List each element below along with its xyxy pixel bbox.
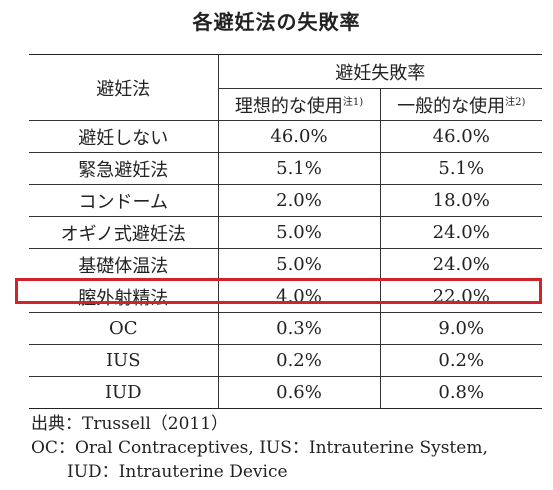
method-cell: オギノ式避妊法 <box>29 216 219 249</box>
table-row: 避妊しない 46.0% 46.0% <box>29 120 542 153</box>
ideal-use-note: 注1) <box>342 96 364 108</box>
abbreviation-note: OC：Oral Contraceptives, IUS：Intrauterine… <box>31 438 488 458</box>
typical-rate-cell: 22.0% <box>379 280 542 313</box>
ideal-rate-cell: 0.6% <box>217 376 381 409</box>
method-cell: OC <box>29 312 219 345</box>
table-row: コンドーム 2.0% 18.0% <box>29 184 542 217</box>
typical-rate-cell: 5.1% <box>379 152 542 185</box>
ideal-rate-cell: 5.0% <box>217 216 381 249</box>
typical-rate-cell: 18.0% <box>379 184 542 217</box>
failure-rate-header: 避妊失敗率 <box>217 54 542 89</box>
table-footnotes: 出典：Trussell（2011） OC：Oral Contraceptives… <box>31 412 488 484</box>
table-title: 各避妊法の失敗率 <box>192 10 361 34</box>
table-row: OC 0.3% 9.0% <box>29 312 542 345</box>
typical-use-label: 一般的な使用 <box>397 95 506 117</box>
typical-rate-cell: 46.0% <box>379 120 542 153</box>
typical-rate-cell: 0.8% <box>379 376 542 409</box>
typical-use-note: 注2) <box>505 96 526 108</box>
method-cell: 緊急避妊法 <box>29 152 219 185</box>
ideal-rate-cell: 5.1% <box>217 152 381 185</box>
typical-rate-cell: 24.0% <box>379 216 542 249</box>
source-note: 出典：Trussell（2011） <box>31 414 229 434</box>
table-row: 基礎体温法 5.0% 24.0% <box>29 248 542 281</box>
typical-rate-cell: 0.2% <box>379 344 542 377</box>
typical-rate-cell: 9.0% <box>379 312 542 345</box>
method-cell: 基礎体温法 <box>29 248 219 281</box>
ideal-rate-cell: 0.2% <box>217 344 381 377</box>
ideal-use-label: 理想的な使用 <box>234 95 343 117</box>
method-cell: IUD <box>29 376 219 409</box>
table-row: 緊急避妊法 5.1% 5.1% <box>29 152 542 185</box>
method-header: 避妊法 <box>29 54 219 121</box>
method-cell: IUS <box>29 344 219 377</box>
contraception-failure-table: 避妊法 避妊失敗率 理想的な使用注1) 一般的な使用注2) 避妊しない 46.0… <box>29 54 542 409</box>
ideal-rate-cell: 0.3% <box>217 312 381 345</box>
ideal-use-header: 理想的な使用注1) <box>217 88 381 121</box>
ideal-rate-cell: 2.0% <box>217 184 381 217</box>
typical-use-header: 一般的な使用注2) <box>379 88 542 121</box>
ideal-rate-cell: 5.0% <box>217 248 381 281</box>
ideal-rate-cell: 46.0% <box>217 120 381 153</box>
table-row: IUD 0.6% 0.8% <box>29 376 542 409</box>
abbreviation-note-continued: IUD：Intrauterine Device <box>67 462 288 482</box>
table-row: オギノ式避妊法 5.0% 24.0% <box>29 216 542 249</box>
method-cell: コンドーム <box>29 184 219 217</box>
highlight-box <box>15 278 542 304</box>
method-cell: 避妊しない <box>29 120 219 153</box>
table-row: IUS 0.2% 0.2% <box>29 344 542 377</box>
typical-rate-cell: 24.0% <box>379 248 542 281</box>
